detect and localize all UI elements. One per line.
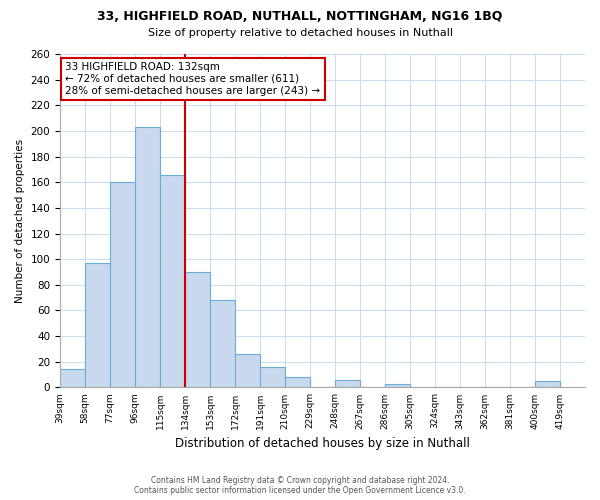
Bar: [260, 367, 285, 388]
Bar: [235, 354, 260, 388]
Bar: [185, 272, 210, 388]
X-axis label: Distribution of detached houses by size in Nuthall: Distribution of detached houses by size …: [175, 437, 470, 450]
Text: 33 HIGHFIELD ROAD: 132sqm
← 72% of detached houses are smaller (611)
28% of semi: 33 HIGHFIELD ROAD: 132sqm ← 72% of detac…: [65, 62, 320, 96]
Text: 33, HIGHFIELD ROAD, NUTHALL, NOTTINGHAM, NG16 1BQ: 33, HIGHFIELD ROAD, NUTHALL, NOTTINGHAM,…: [97, 10, 503, 23]
Bar: [535, 381, 560, 388]
Bar: [210, 300, 235, 388]
Bar: [335, 380, 360, 388]
Bar: [385, 384, 410, 388]
Text: Size of property relative to detached houses in Nuthall: Size of property relative to detached ho…: [148, 28, 452, 38]
Bar: [60, 370, 85, 388]
Text: Contains HM Land Registry data © Crown copyright and database right 2024.
Contai: Contains HM Land Registry data © Crown c…: [134, 476, 466, 495]
Bar: [135, 127, 160, 388]
Y-axis label: Number of detached properties: Number of detached properties: [15, 138, 25, 303]
Bar: [110, 182, 135, 388]
Bar: [285, 377, 310, 388]
Bar: [85, 263, 110, 388]
Bar: [160, 174, 185, 388]
